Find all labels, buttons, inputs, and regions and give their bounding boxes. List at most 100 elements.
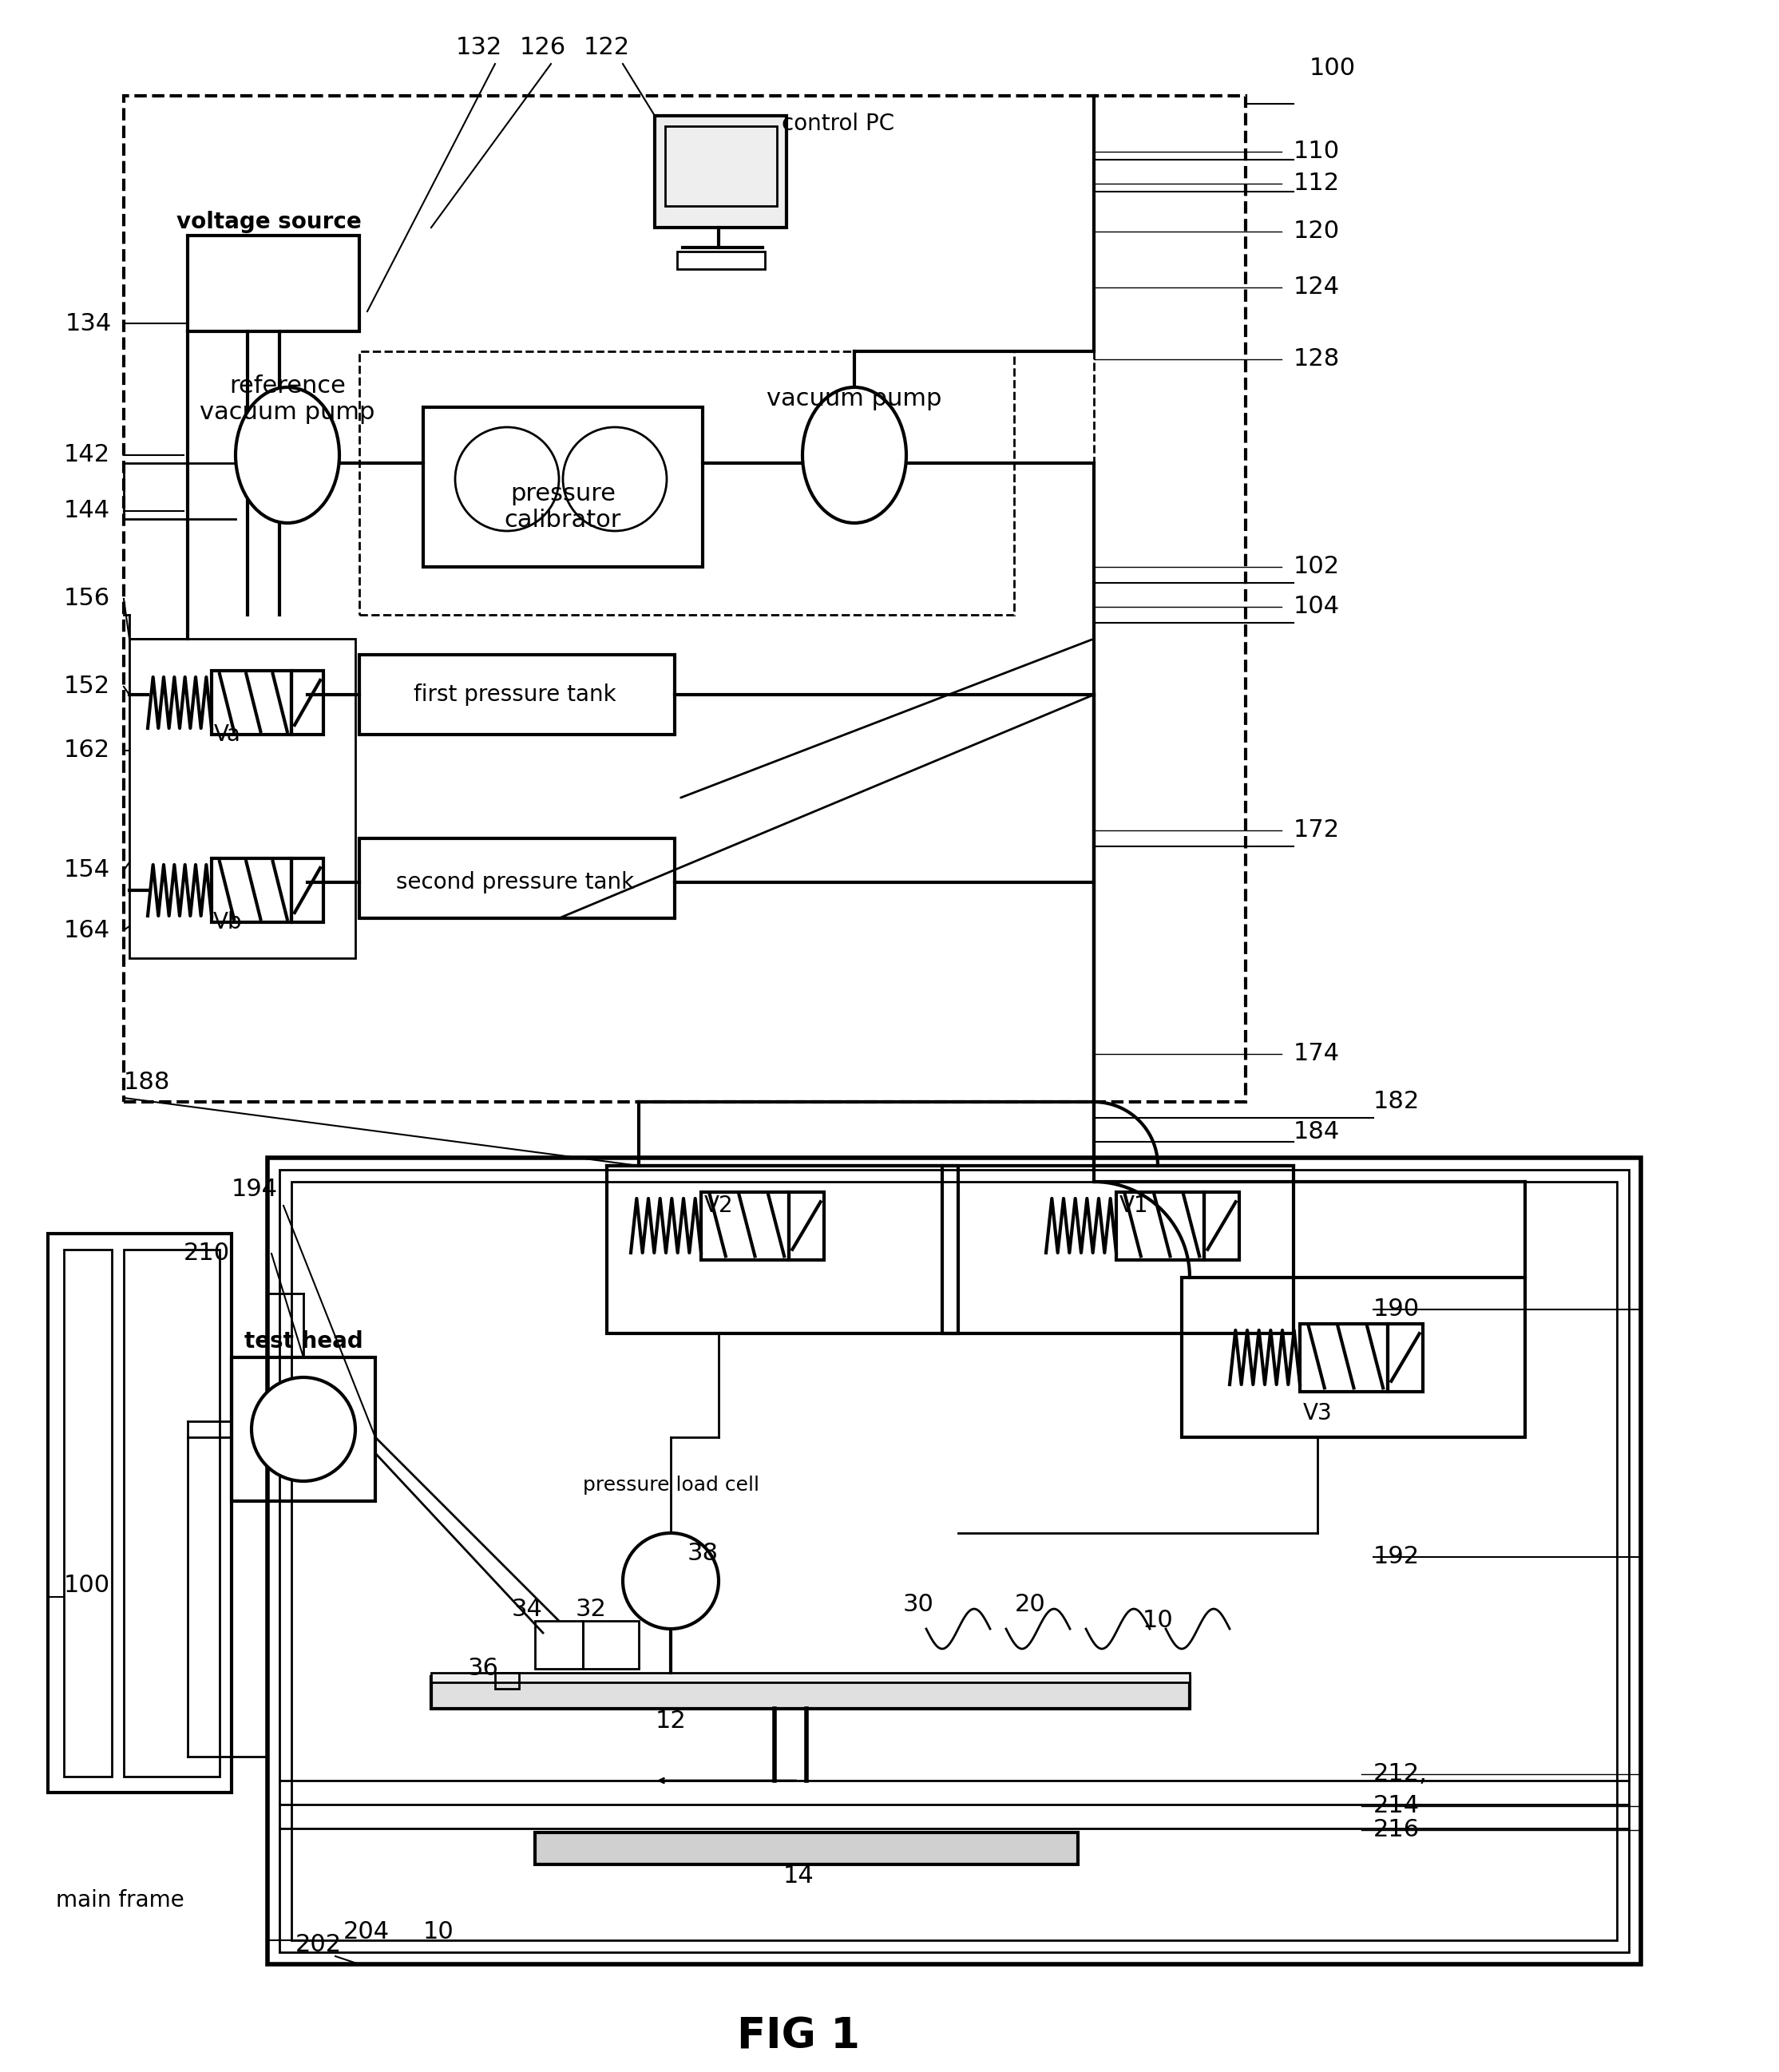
Text: 100: 100 xyxy=(64,1573,110,1598)
Text: 14: 14 xyxy=(783,1865,815,1888)
Bar xyxy=(130,638,356,957)
Text: 202: 202 xyxy=(295,1933,342,1956)
Bar xyxy=(1300,1324,1388,1390)
Text: pressure load cell: pressure load cell xyxy=(582,1475,760,1494)
Bar xyxy=(701,1191,788,1260)
Bar xyxy=(359,839,674,918)
Bar xyxy=(359,352,1014,615)
Bar xyxy=(212,671,292,736)
Ellipse shape xyxy=(802,387,906,522)
Text: 184: 184 xyxy=(1293,1121,1340,1144)
Bar xyxy=(1181,1278,1525,1438)
Text: 142: 142 xyxy=(64,443,110,466)
Text: 154: 154 xyxy=(64,858,110,883)
Text: voltage source: voltage source xyxy=(176,211,361,234)
Text: 156: 156 xyxy=(64,586,110,611)
Text: 102: 102 xyxy=(1293,555,1340,578)
Text: V1: V1 xyxy=(1119,1193,1149,1216)
Bar xyxy=(292,671,324,736)
Bar xyxy=(212,858,292,922)
Bar xyxy=(292,1181,1617,1939)
Text: Vb: Vb xyxy=(213,912,242,932)
Text: pressure
calibrator: pressure calibrator xyxy=(505,483,621,533)
Bar xyxy=(267,1158,1640,1964)
Text: 38: 38 xyxy=(687,1542,719,1564)
Text: 214: 214 xyxy=(1373,1794,1420,1817)
Bar xyxy=(943,1167,1293,1334)
Text: 34: 34 xyxy=(512,1598,543,1620)
Bar xyxy=(607,1167,959,1334)
Ellipse shape xyxy=(235,387,340,522)
Bar xyxy=(535,1832,1078,1865)
Text: V2: V2 xyxy=(704,1193,733,1216)
Bar xyxy=(292,858,324,922)
Bar xyxy=(584,1620,639,1668)
Text: 122: 122 xyxy=(584,37,630,60)
Text: 212,: 212, xyxy=(1373,1763,1427,1786)
Bar xyxy=(495,1672,519,1689)
Text: 10: 10 xyxy=(1142,1610,1174,1633)
Text: Va: Va xyxy=(213,723,242,746)
Text: 194: 194 xyxy=(231,1179,278,1202)
Text: 204: 204 xyxy=(343,1921,390,1944)
Text: 12: 12 xyxy=(655,1709,687,1732)
Text: 216: 216 xyxy=(1373,1819,1420,1842)
Circle shape xyxy=(455,427,559,530)
Text: 132: 132 xyxy=(455,37,502,60)
Text: first pressure tank: first pressure tank xyxy=(415,684,616,707)
Bar xyxy=(125,1249,219,1776)
Bar xyxy=(665,126,777,205)
Text: main frame: main frame xyxy=(55,1890,183,1912)
Text: V3: V3 xyxy=(1302,1403,1332,1423)
Text: FIG 1: FIG 1 xyxy=(737,2016,859,2057)
Text: 182: 182 xyxy=(1373,1090,1420,1113)
Text: 20: 20 xyxy=(1014,1593,1046,1616)
Text: 190: 190 xyxy=(1373,1297,1420,1322)
Bar xyxy=(423,408,703,568)
Text: second pressure tank: second pressure tank xyxy=(397,870,633,893)
Text: 128: 128 xyxy=(1293,348,1340,371)
Circle shape xyxy=(251,1378,356,1481)
Text: 120: 120 xyxy=(1293,220,1340,242)
Bar xyxy=(678,251,765,269)
Bar xyxy=(788,1191,824,1260)
Bar xyxy=(279,1171,1630,1952)
Bar xyxy=(48,1233,231,1792)
Bar xyxy=(431,1676,1190,1709)
Bar xyxy=(64,1249,112,1776)
Text: 174: 174 xyxy=(1293,1042,1340,1065)
Bar xyxy=(431,1672,1190,1682)
Text: 172: 172 xyxy=(1293,818,1340,841)
Bar xyxy=(535,1620,584,1668)
Text: 210: 210 xyxy=(183,1241,229,1266)
Bar xyxy=(125,95,1245,1102)
Bar xyxy=(359,655,674,736)
Text: 32: 32 xyxy=(575,1598,607,1620)
Bar xyxy=(187,236,359,332)
Text: 164: 164 xyxy=(64,918,110,943)
Text: 36: 36 xyxy=(468,1658,498,1680)
Circle shape xyxy=(562,427,667,530)
Bar xyxy=(655,116,786,228)
Text: reference
vacuum pump: reference vacuum pump xyxy=(199,375,375,425)
Bar xyxy=(1204,1191,1240,1260)
Text: 192: 192 xyxy=(1373,1546,1420,1569)
Text: 124: 124 xyxy=(1293,276,1340,298)
Text: 134: 134 xyxy=(66,311,112,336)
Text: vacuum pump: vacuum pump xyxy=(767,387,941,410)
Circle shape xyxy=(623,1533,719,1629)
Text: 110: 110 xyxy=(1293,141,1340,164)
Text: 10: 10 xyxy=(423,1921,454,1944)
Text: test head: test head xyxy=(244,1330,363,1353)
Text: 30: 30 xyxy=(902,1593,934,1616)
Bar xyxy=(1115,1191,1204,1260)
Text: 126: 126 xyxy=(519,37,566,60)
Text: control PC: control PC xyxy=(783,112,895,135)
Text: 112: 112 xyxy=(1293,172,1340,195)
Text: 100: 100 xyxy=(1309,56,1356,79)
Bar xyxy=(1388,1324,1423,1390)
Text: 144: 144 xyxy=(64,499,110,522)
Text: 152: 152 xyxy=(64,675,110,698)
Text: 104: 104 xyxy=(1293,595,1340,617)
Text: 188: 188 xyxy=(125,1071,171,1094)
